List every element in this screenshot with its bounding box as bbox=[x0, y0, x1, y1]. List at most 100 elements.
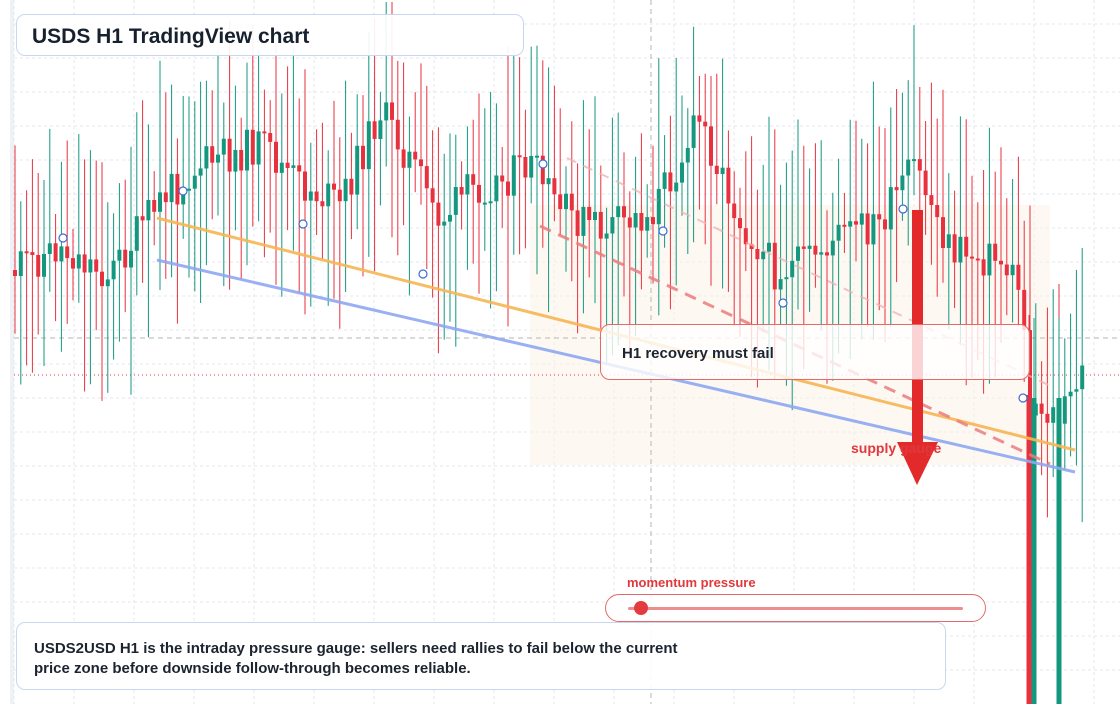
candle-body bbox=[355, 145, 360, 195]
candle-body bbox=[413, 151, 418, 160]
candle-body bbox=[720, 167, 725, 174]
candle-body bbox=[477, 184, 481, 203]
candle-body bbox=[24, 251, 29, 254]
momentum-gauge-knob[interactable] bbox=[634, 601, 649, 615]
candle-body bbox=[778, 279, 783, 290]
trendline-anchor-handle[interactable] bbox=[538, 159, 548, 169]
candle-body bbox=[941, 217, 945, 248]
candle-body bbox=[129, 250, 133, 268]
candle-body bbox=[488, 201, 493, 204]
chart-title: USDS H1 TradingView chart bbox=[32, 25, 310, 48]
candle-body bbox=[987, 243, 992, 276]
candle-body bbox=[668, 172, 673, 192]
candle-body bbox=[424, 166, 429, 189]
candles bbox=[13, 2, 1085, 704]
candle-body bbox=[1022, 289, 1027, 331]
candle-body bbox=[569, 193, 574, 211]
trendline-anchor-handle[interactable] bbox=[658, 226, 668, 236]
trendline-anchor-handle[interactable] bbox=[1018, 393, 1028, 403]
candle-body bbox=[285, 162, 290, 168]
candle-body bbox=[558, 194, 563, 210]
candle-body bbox=[384, 102, 389, 121]
candle-body bbox=[18, 251, 23, 276]
candle-body bbox=[726, 167, 731, 204]
candle-body bbox=[842, 224, 847, 227]
candle-body bbox=[308, 191, 313, 201]
candle-body bbox=[906, 159, 911, 176]
momentum-gauge-track bbox=[628, 607, 963, 610]
candle-body bbox=[511, 155, 516, 196]
candle-body bbox=[952, 234, 957, 263]
candle-body bbox=[158, 192, 162, 212]
trendline-anchor-handle[interactable] bbox=[178, 186, 188, 196]
candle-body bbox=[1056, 398, 1062, 704]
candle-body bbox=[175, 173, 180, 205]
candle-body bbox=[494, 175, 499, 202]
candle-body bbox=[674, 182, 679, 192]
candle-body bbox=[448, 214, 452, 222]
candle-body bbox=[1016, 264, 1021, 290]
candle-body bbox=[958, 236, 963, 263]
candle-body bbox=[790, 260, 795, 278]
candle-body bbox=[929, 195, 934, 205]
candle-body bbox=[796, 246, 800, 261]
candle-body bbox=[314, 191, 319, 202]
candle-body bbox=[546, 178, 551, 185]
candle-body bbox=[372, 121, 377, 139]
candle-body bbox=[535, 155, 539, 158]
candle-body bbox=[192, 175, 197, 189]
candle-body bbox=[204, 146, 209, 169]
candle-body bbox=[517, 155, 522, 158]
candle-body bbox=[871, 214, 876, 245]
candle-body bbox=[970, 256, 974, 259]
candle-body bbox=[326, 183, 331, 207]
candle-body bbox=[181, 190, 186, 205]
candle-body bbox=[227, 138, 232, 172]
candle-body bbox=[250, 129, 255, 165]
candle-body bbox=[442, 221, 447, 226]
trendline-anchor-handle[interactable] bbox=[898, 204, 908, 214]
candle-body bbox=[1068, 391, 1073, 397]
candle-body bbox=[854, 221, 858, 225]
candle-body bbox=[210, 146, 215, 163]
candle-body bbox=[575, 210, 580, 236]
candle-body bbox=[390, 102, 394, 120]
candle-body bbox=[564, 193, 568, 210]
candle-body bbox=[784, 277, 789, 280]
candle-body bbox=[100, 271, 104, 287]
candle-body bbox=[645, 217, 650, 231]
trendline-anchor-handle[interactable] bbox=[778, 298, 788, 308]
candle-body bbox=[105, 279, 110, 287]
candle-body bbox=[262, 131, 267, 134]
candle-body bbox=[540, 155, 545, 185]
candle-body bbox=[30, 252, 35, 255]
candle-body bbox=[76, 254, 81, 269]
candle-body bbox=[343, 178, 348, 202]
candle-body bbox=[42, 254, 46, 277]
candle-body bbox=[593, 211, 597, 220]
candle-body bbox=[53, 243, 58, 262]
candle-body bbox=[117, 249, 122, 261]
candle-body bbox=[36, 255, 41, 277]
candle-body bbox=[1026, 395, 1032, 704]
candle-body bbox=[975, 258, 980, 261]
trendline-anchor-handle[interactable] bbox=[418, 269, 428, 279]
candle-body bbox=[772, 242, 777, 290]
candle-body bbox=[146, 200, 151, 221]
candle-body bbox=[361, 145, 365, 170]
candle-body bbox=[587, 206, 592, 220]
candle-body bbox=[303, 171, 307, 201]
trendline-anchor-handle[interactable] bbox=[58, 233, 68, 243]
momentum-gauge[interactable] bbox=[605, 594, 986, 622]
candle-body bbox=[801, 246, 806, 249]
candle-body bbox=[755, 249, 760, 260]
candle-body bbox=[738, 218, 742, 229]
candle-body bbox=[245, 129, 249, 171]
candle-body bbox=[82, 254, 87, 273]
candle-body bbox=[140, 216, 145, 221]
candle-body bbox=[999, 260, 1003, 265]
trendline-anchor-handle[interactable] bbox=[298, 219, 308, 229]
candle-body bbox=[274, 141, 278, 173]
candle-body bbox=[198, 168, 203, 176]
chart-title-box: USDS H1 TradingView chart bbox=[16, 14, 524, 56]
